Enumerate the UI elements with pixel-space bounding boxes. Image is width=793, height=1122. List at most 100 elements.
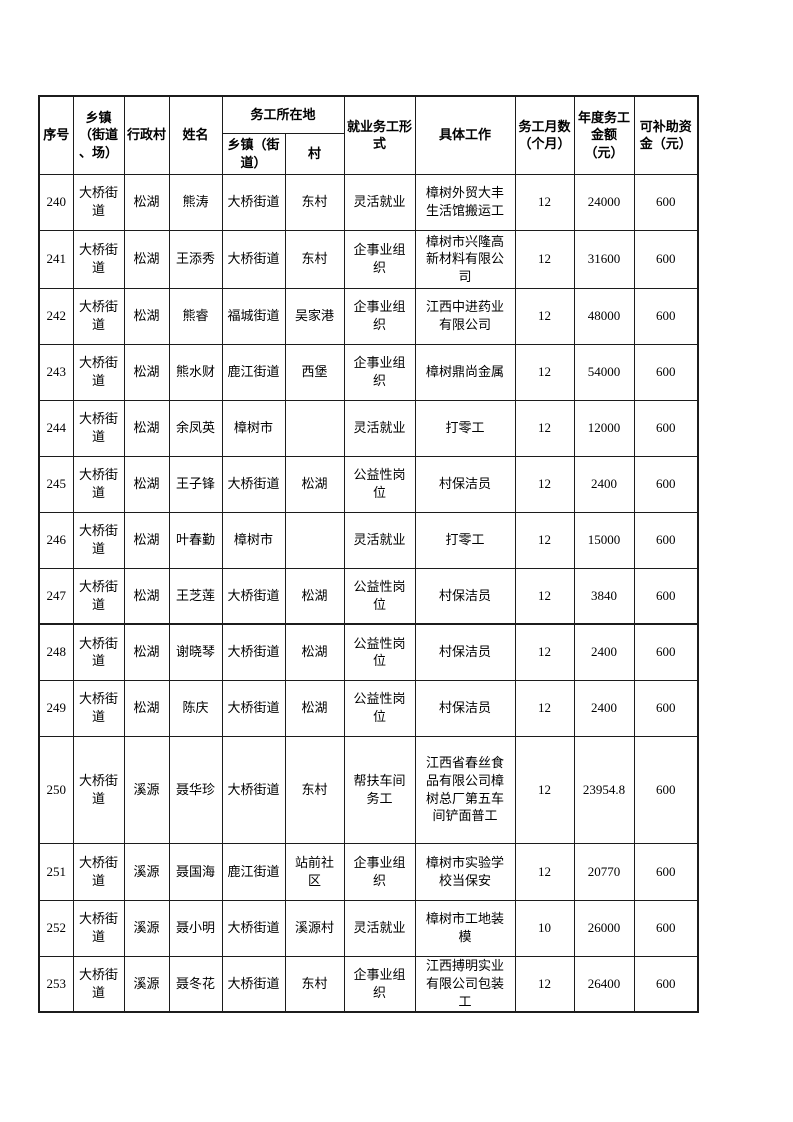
cell-work-village: 东村: [284, 735, 345, 844]
cell-subsidy: 600: [633, 955, 699, 1013]
cell-seq: 240: [38, 173, 74, 231]
cell-type: 企事业组 织: [343, 229, 416, 289]
cell-amount: 2400: [573, 623, 635, 681]
cell-job: 打零工: [414, 511, 516, 569]
cell-months: 12: [514, 399, 575, 457]
cell-work-village: 松湖: [284, 623, 345, 681]
cell-village: 松湖: [123, 399, 170, 457]
cell-work-village: 东村: [284, 173, 345, 231]
cell-work-township: 福城街道: [221, 287, 286, 345]
cell-seq: 247: [38, 567, 74, 625]
cell-subsidy: 600: [633, 735, 699, 844]
cell-township: 大桥街道: [72, 511, 125, 569]
cell-type: 公益性岗 位: [343, 567, 416, 625]
col-header-village: 行政村: [123, 95, 170, 175]
cell-job: 樟树鼎尚金属: [414, 343, 516, 401]
cell-months: 12: [514, 842, 575, 901]
cell-type: 企事业组 织: [343, 287, 416, 345]
cell-village: 溪源: [123, 955, 170, 1013]
col-header-annual-amount: 年度务工 金额 （元）: [573, 95, 635, 175]
cell-township: 大桥街道: [72, 842, 125, 901]
cell-subsidy: 600: [633, 229, 699, 289]
cell-work-township: 大桥街道: [221, 735, 286, 844]
cell-subsidy: 600: [633, 679, 699, 737]
cell-subsidy: 600: [633, 343, 699, 401]
cell-job: 村保洁员: [414, 623, 516, 681]
table-row: 242 大桥街道 松湖 熊睿 福城街道 吴家港 企事业组 织江西中进药业有限公司 12 4800…: [38, 287, 699, 345]
cell-work-township: 大桥街道: [221, 899, 286, 957]
col-header-subsidy: 可补助资 金（元）: [633, 95, 699, 175]
cell-months: 12: [514, 567, 575, 625]
cell-name: 熊涛: [168, 173, 223, 231]
table-row: 250 大桥街道 溪源 聂华珍 大桥街道 东村 帮扶车间 务工 江西省春丝食品有限公司樟树总厂…: [38, 735, 699, 844]
col-header-township: 乡镇 （街道 、场）: [72, 95, 125, 175]
cell-type: 公益性岗 位: [343, 455, 416, 513]
cell-amount: 54000: [573, 343, 635, 401]
cell-seq: 246: [38, 511, 74, 569]
cell-months: 12: [514, 455, 575, 513]
cell-months: 10: [514, 899, 575, 957]
cell-name: 王添秀: [168, 229, 223, 289]
cell-work-village: 松湖: [284, 455, 345, 513]
cell-name: 聂国海: [168, 842, 223, 901]
cell-village: 松湖: [123, 229, 170, 289]
cell-village: 松湖: [123, 173, 170, 231]
table-row: 253 大桥街道 溪源 聂冬花 大桥街道 东村 企事业组 织江西搏明实业有限公司包装工 12 2…: [38, 955, 699, 1013]
cell-amount: 48000: [573, 287, 635, 345]
cell-months: 12: [514, 343, 575, 401]
cell-village: 溪源: [123, 899, 170, 957]
cell-amount: 2400: [573, 679, 635, 737]
table-row: 243 大桥街道 松湖 熊水财 鹿江街道 西堡 企事业组 织樟树鼎尚金属 12 54000 600: [38, 343, 699, 401]
cell-township: 大桥街道: [72, 679, 125, 737]
cell-job: 打零工: [414, 399, 516, 457]
cell-type: 帮扶车间 务工: [343, 735, 416, 844]
cell-seq: 241: [38, 229, 74, 289]
cell-work-township: 大桥街道: [221, 567, 286, 625]
cell-amount: 23954.8: [573, 735, 635, 844]
cell-job: 江西中进药业有限公司: [414, 287, 516, 345]
cell-seq: 248: [38, 623, 74, 681]
cell-name: 王芝莲: [168, 567, 223, 625]
table-row: 251 大桥街道 溪源 聂国海 鹿江街道 站前社区 企事业组 织樟树市实验学校当保安 12 20…: [38, 842, 699, 901]
cell-job: 樟树市工地装模: [414, 899, 516, 957]
cell-work-village: 西堡: [284, 343, 345, 401]
header-row-2: 乡镇（街 道） 村: [39, 132, 698, 175]
cell-name: 王子锋: [168, 455, 223, 513]
cell-job: 樟树市实验学校当保安: [414, 842, 516, 901]
employment-subsidy-table: 序号 乡镇 （街道 、场） 行政村 姓名 务工所在地 就业务工形 式 具体工作 …: [38, 95, 700, 1013]
cell-seq: 251: [38, 842, 74, 901]
cell-amount: 26000: [573, 899, 635, 957]
cell-subsidy: 600: [633, 399, 699, 457]
col-header-work-village: 村: [284, 132, 345, 175]
cell-subsidy: 600: [633, 899, 699, 957]
cell-amount: 26400: [573, 955, 635, 1013]
cell-village: 松湖: [123, 287, 170, 345]
cell-work-township: 大桥街道: [221, 955, 286, 1013]
cell-work-village: 溪源村: [284, 899, 345, 957]
cell-name: 陈庆: [168, 679, 223, 737]
cell-township: 大桥街道: [72, 343, 125, 401]
cell-township: 大桥街道: [72, 287, 125, 345]
cell-township: 大桥街道: [72, 567, 125, 625]
col-header-job: 具体工作: [414, 95, 516, 175]
cell-subsidy: 600: [633, 842, 699, 901]
cell-name: 熊睿: [168, 287, 223, 345]
cell-township: 大桥街道: [72, 173, 125, 231]
cell-job: 村保洁员: [414, 455, 516, 513]
cell-work-township: 鹿江街道: [221, 343, 286, 401]
table-row: 249 大桥街道 松湖 陈庆 大桥街道 松湖 公益性岗 位村保洁员 12 2400 600: [38, 679, 699, 737]
col-header-work-township: 乡镇（街 道）: [221, 132, 286, 175]
cell-amount: 12000: [573, 399, 635, 457]
cell-village: 松湖: [123, 343, 170, 401]
cell-village: 溪源: [123, 842, 170, 901]
cell-months: 12: [514, 173, 575, 231]
cell-work-village: 东村: [284, 229, 345, 289]
cell-type: 灵活就业: [343, 511, 416, 569]
cell-type: 灵活就业: [343, 173, 416, 231]
cell-job: 樟树外贸大丰生活馆搬运工: [414, 173, 516, 231]
col-header-work-location: 务工所在地: [221, 95, 345, 134]
table-row: 248 大桥街道 松湖 谢晓琴 大桥街道 松湖 公益性岗 位村保洁员 12 2400 600: [38, 623, 699, 681]
cell-seq: 250: [38, 735, 74, 844]
cell-work-township: 大桥街道: [221, 623, 286, 681]
cell-township: 大桥街道: [72, 735, 125, 844]
